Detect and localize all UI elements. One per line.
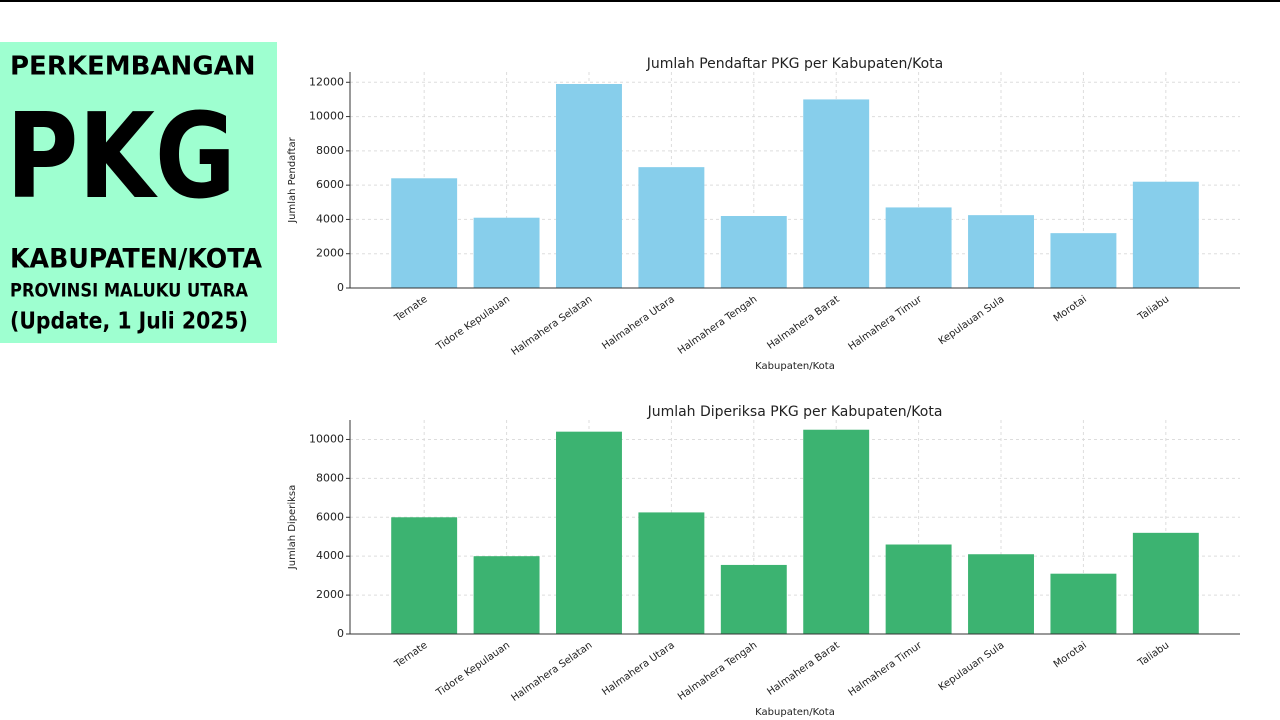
x-tick-label: Morotai bbox=[1052, 640, 1089, 671]
y-axis-label: Jumlah Diperiksa bbox=[287, 485, 298, 570]
x-tick-label: Ternate bbox=[392, 294, 429, 325]
panel-line: (Update, 1 Juli 2025) bbox=[10, 309, 248, 335]
bar bbox=[1132, 532, 1199, 634]
x-axis-label: Kabupaten/Kota bbox=[755, 707, 835, 718]
x-tick-label: Halmahera Tengah bbox=[676, 640, 759, 703]
bar bbox=[803, 99, 870, 288]
x-tick-label: Tidore Kepulauan bbox=[434, 640, 512, 699]
x-tick-label: Halmahera Selatan bbox=[509, 294, 594, 358]
y-tick-label: 2000 bbox=[316, 588, 344, 601]
x-tick-label: Morotai bbox=[1052, 294, 1089, 325]
bar bbox=[720, 564, 787, 634]
bar bbox=[1132, 181, 1199, 288]
bar bbox=[556, 84, 622, 288]
x-tick-label: Kepulauan Sula bbox=[937, 294, 1007, 347]
bar bbox=[968, 215, 1034, 288]
y-tick-label: 12000 bbox=[309, 75, 344, 88]
x-tick-label: Halmahera Utara bbox=[600, 294, 677, 352]
y-tick-label: 4000 bbox=[316, 549, 344, 562]
y-tick-label: 10000 bbox=[309, 432, 344, 445]
x-tick-label: Halmahera Utara bbox=[600, 640, 677, 698]
y-tick-label: 2000 bbox=[316, 247, 344, 260]
bar bbox=[638, 512, 705, 634]
x-tick-label: Taliabu bbox=[1136, 294, 1172, 324]
bar bbox=[968, 554, 1034, 634]
x-tick-label: Halmahera Timur bbox=[846, 639, 924, 698]
panel-big: PKG bbox=[6, 87, 236, 225]
bar bbox=[473, 556, 540, 634]
y-tick-label: 4000 bbox=[316, 212, 344, 225]
panel-line: KABUPATEN/KOTA bbox=[10, 244, 262, 275]
y-tick-label: 0 bbox=[337, 627, 344, 640]
bar bbox=[638, 167, 705, 288]
bar bbox=[1050, 233, 1117, 288]
bar bbox=[556, 431, 622, 634]
top-border bbox=[0, 0, 1280, 2]
bar bbox=[391, 178, 458, 288]
x-tick-label: Halmahera Tengah bbox=[676, 294, 759, 357]
y-tick-label: 6000 bbox=[316, 178, 344, 191]
x-tick-label: Halmahera Selatan bbox=[509, 640, 594, 704]
bar bbox=[473, 217, 540, 288]
title-panel bbox=[0, 42, 277, 343]
x-tick-label: Halmahera Barat bbox=[765, 294, 841, 352]
panel-line: PERKEMBANGAN bbox=[10, 52, 256, 82]
bar bbox=[720, 216, 787, 288]
chart-title: Jumlah Pendaftar PKG per Kabupaten/Kota bbox=[646, 56, 943, 72]
x-tick-label: Kepulauan Sula bbox=[937, 640, 1007, 693]
bar bbox=[885, 544, 952, 634]
bar bbox=[803, 429, 870, 634]
x-tick-label: Halmahera Timur bbox=[846, 293, 924, 352]
chart-title: Jumlah Diperiksa PKG per Kabupaten/Kota bbox=[647, 404, 943, 420]
x-tick-label: Halmahera Barat bbox=[765, 640, 841, 698]
y-tick-label: 10000 bbox=[309, 110, 344, 123]
bar bbox=[885, 207, 952, 288]
y-tick-label: 0 bbox=[337, 281, 344, 294]
bar bbox=[1050, 573, 1117, 634]
panel-line: PROVINSI MALUKU UTARA bbox=[10, 280, 248, 302]
x-axis-label: Kabupaten/Kota bbox=[755, 361, 835, 372]
y-axis-label: Jumlah Pendaftar bbox=[287, 136, 298, 223]
x-tick-label: Ternate bbox=[392, 640, 429, 671]
y-tick-label: 6000 bbox=[316, 510, 344, 523]
y-tick-label: 8000 bbox=[316, 471, 344, 484]
bar bbox=[391, 517, 458, 634]
x-tick-label: Taliabu bbox=[1136, 640, 1172, 670]
x-tick-label: Tidore Kepulauan bbox=[434, 294, 512, 353]
y-tick-label: 8000 bbox=[316, 144, 344, 157]
